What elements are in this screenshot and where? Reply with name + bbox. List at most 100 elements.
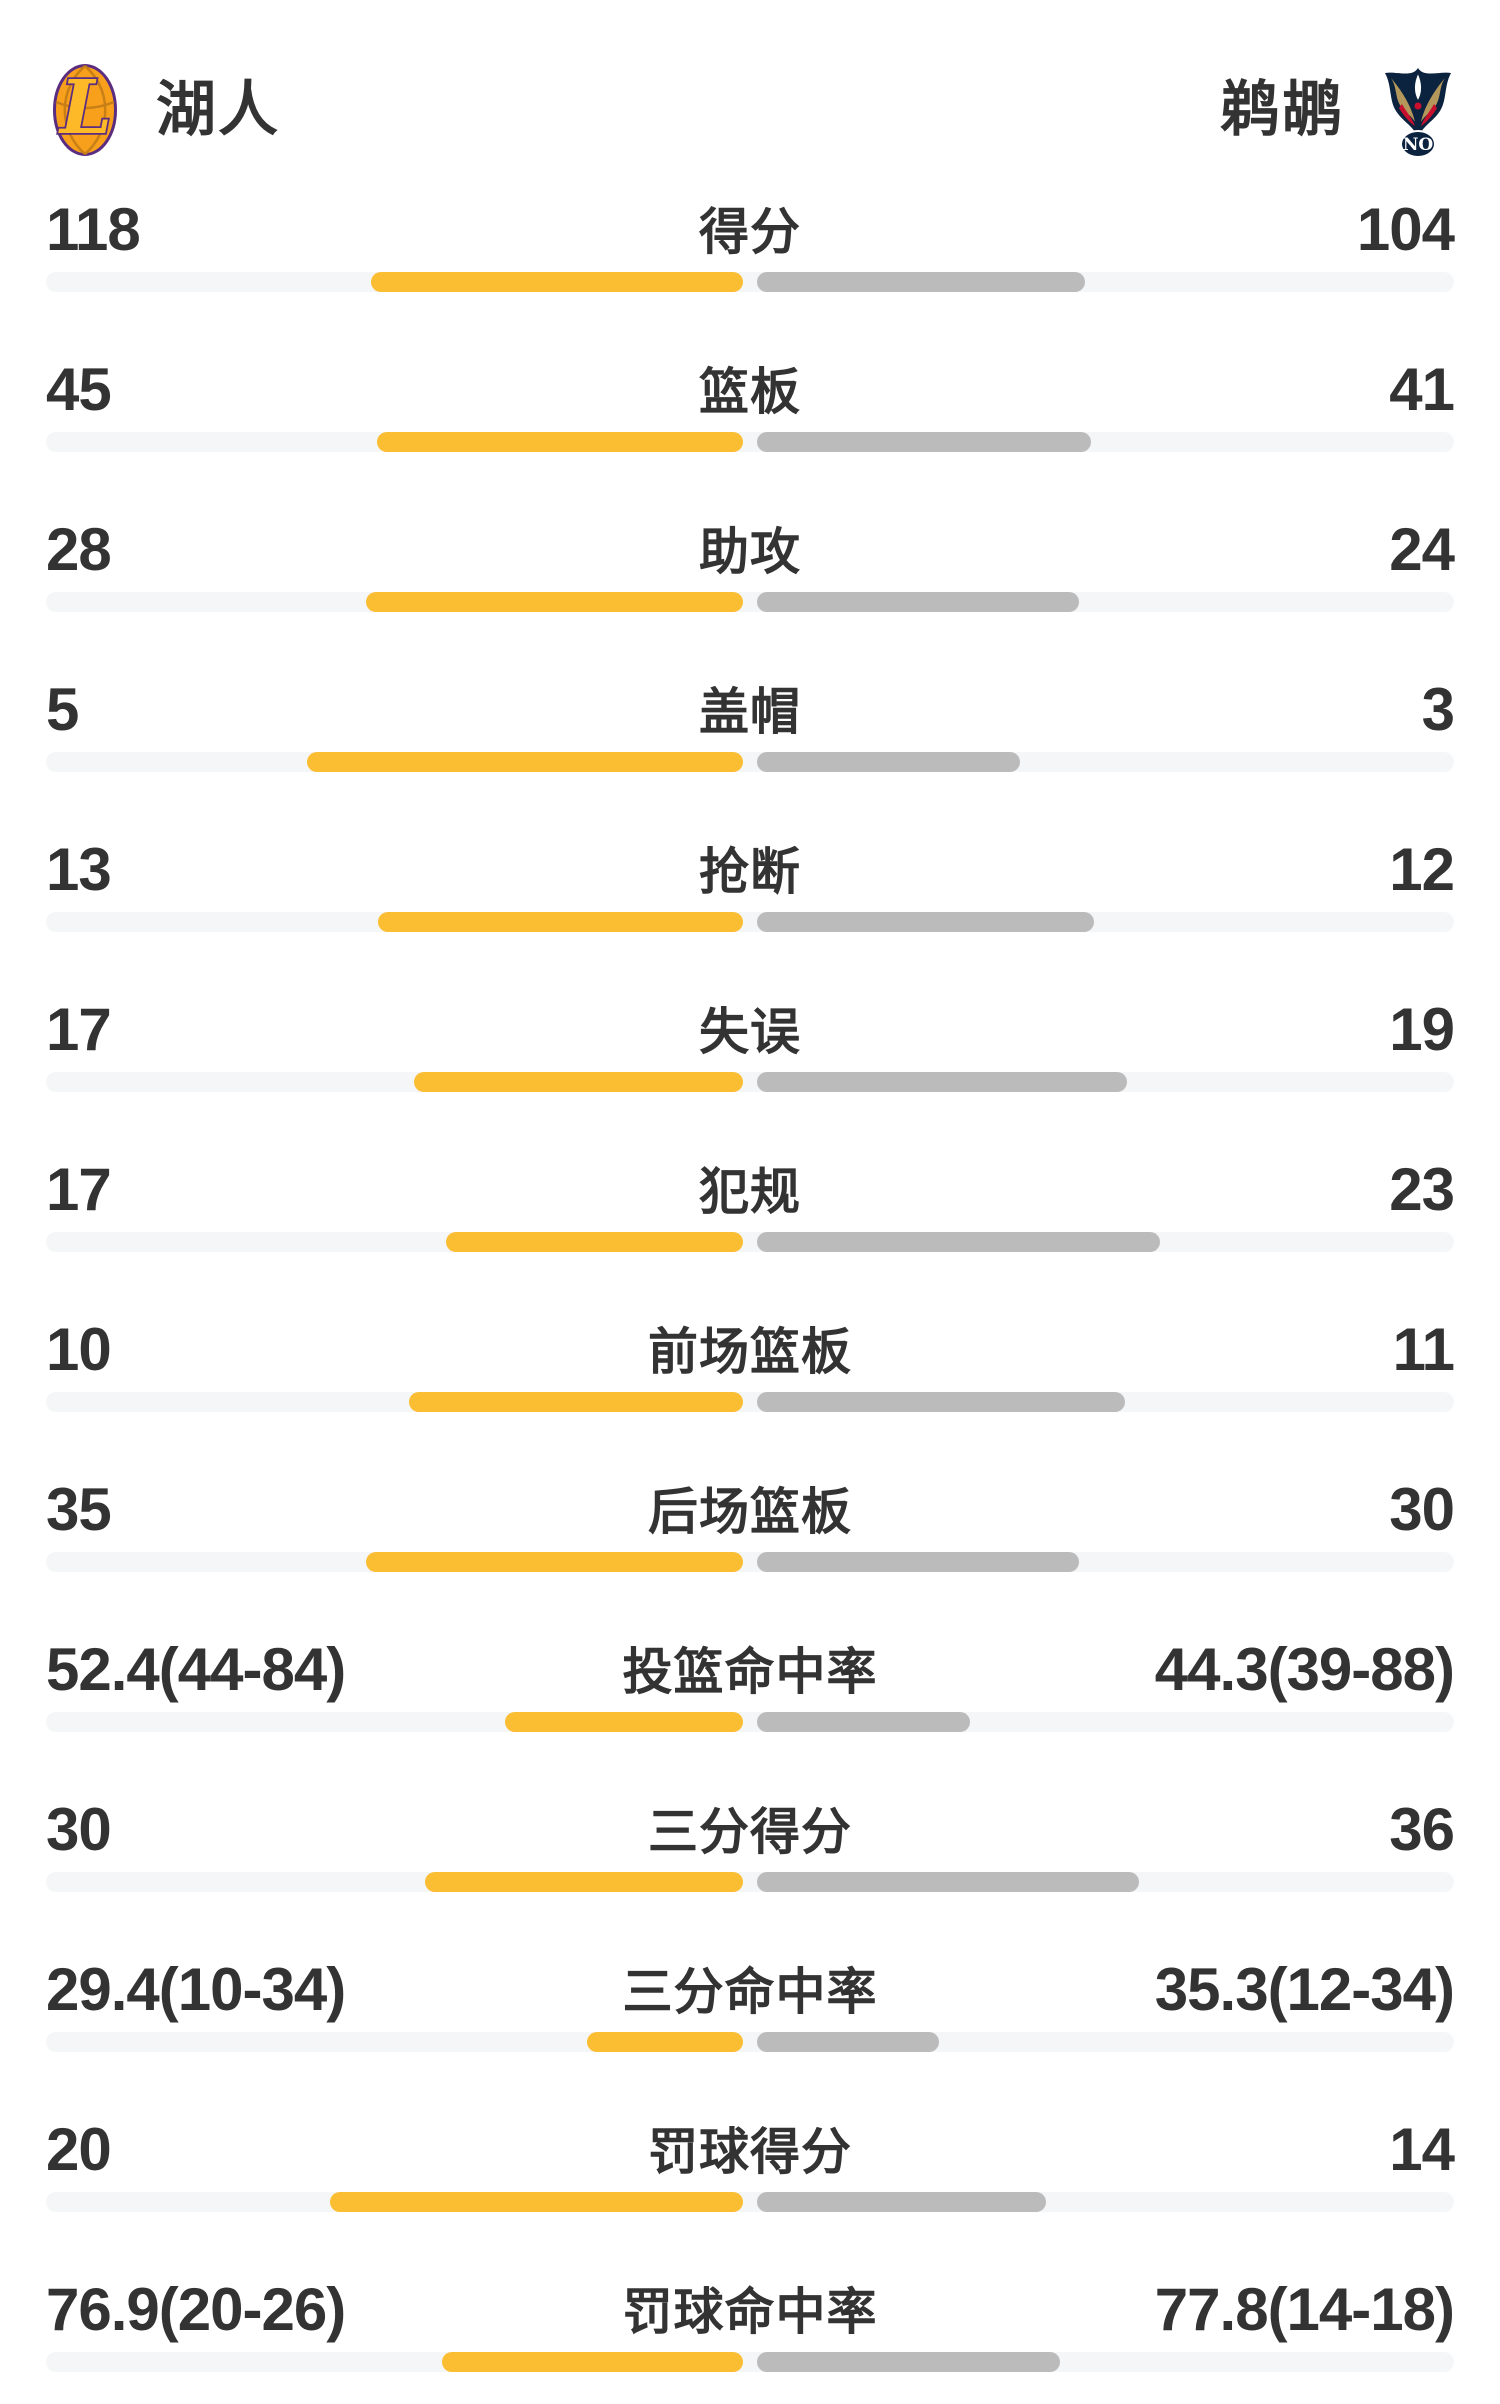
away-value: 24 [1389, 516, 1455, 583]
away-bar [757, 272, 1086, 292]
pelicans-logo[interactable]: NO [1382, 62, 1454, 158]
home-value: 28 [46, 516, 112, 583]
home-value: 30 [46, 1796, 112, 1863]
stat-row-text: 52.4(44-84) 投篮命中率 44.3(39-88) [46, 1636, 1455, 1703]
stat-row: 28 助攻 24 [0, 484, 1500, 644]
home-bar [306, 752, 743, 772]
away-bar [757, 1552, 1080, 1572]
away-value: 19 [1389, 996, 1455, 1063]
bar-track [46, 592, 1454, 612]
lakers-logo-letter: L [58, 65, 112, 151]
teams-header: L 湖人 鹈鹕 NO [0, 0, 1500, 164]
stat-row-text: 118 得分 104 [46, 196, 1455, 263]
stat-row-text: 35 后场篮板 30 [46, 1476, 1455, 1543]
home-value: 45 [46, 356, 112, 423]
home-value: 76.9(20-26) [46, 2276, 346, 2343]
stat-row: 35 后场篮板 30 [0, 1444, 1500, 1604]
bar-track [46, 432, 1454, 452]
home-bar [413, 1072, 743, 1092]
away-bar [757, 432, 1091, 452]
away-value: 11 [1392, 1316, 1455, 1383]
bar-track [46, 1392, 1454, 1412]
stat-row: 5 盖帽 3 [0, 644, 1500, 804]
bar-track [46, 1552, 1454, 1572]
bar-track [46, 2352, 1454, 2372]
stat-row-text: 5 盖帽 3 [46, 676, 1455, 743]
home-value: 17 [46, 1156, 112, 1223]
home-value: 20 [46, 2116, 112, 2183]
stat-row-text: 17 失误 19 [46, 996, 1455, 1063]
stat-label: 罚球得分 [648, 2124, 852, 2180]
away-team-name[interactable]: 鹈鹕 [1220, 76, 1344, 143]
bar-track [46, 2032, 1454, 2052]
away-bar [757, 2192, 1046, 2212]
bar-track [46, 1072, 1454, 1092]
stat-row-text: 17 犯规 23 [46, 1156, 1455, 1223]
home-value: 118 [46, 196, 141, 263]
stat-row: 17 犯规 23 [0, 1124, 1500, 1284]
away-value: 23 [1389, 1156, 1455, 1223]
bar-track [46, 1712, 1454, 1732]
away-bar [757, 1392, 1125, 1412]
away-value: 30 [1389, 1476, 1455, 1543]
away-bar [757, 1872, 1139, 1892]
stat-row-text: 30 三分得分 36 [46, 1796, 1455, 1863]
bar-track [46, 912, 1454, 932]
home-value: 52.4(44-84) [46, 1636, 346, 1703]
away-value: 104 [1356, 196, 1455, 263]
stat-row: 13 抢断 12 [0, 804, 1500, 964]
away-bar [757, 2352, 1060, 2372]
home-bar [441, 2352, 743, 2372]
home-team[interactable]: L 湖人 [52, 62, 280, 158]
home-value: 13 [46, 836, 112, 903]
home-bar [371, 272, 743, 292]
stat-label: 盖帽 [699, 684, 801, 740]
stat-row-text: 29.4(10-34) 三分命中率 35.3(12-34) [46, 1956, 1455, 2023]
home-bar [376, 432, 743, 452]
bar-track [46, 752, 1454, 772]
stat-row: 29.4(10-34) 三分命中率 35.3(12-34) [0, 1924, 1500, 2084]
stat-label: 后场篮板 [648, 1484, 852, 1540]
stat-label: 得分 [699, 204, 801, 260]
home-team-name[interactable]: 湖人 [156, 76, 280, 143]
lakers-logo[interactable]: L [52, 62, 118, 158]
stat-row-text: 10 前场篮板 11 [46, 1316, 1455, 1383]
stat-row: 76.9(20-26) 罚球命中率 77.8(14-18) [0, 2244, 1500, 2404]
home-value: 29.4(10-34) [46, 1956, 346, 2023]
stat-label: 抢断 [699, 844, 801, 900]
home-bar [586, 2032, 743, 2052]
stat-label: 投篮命中率 [622, 1644, 878, 1700]
stat-label: 三分命中率 [622, 1964, 878, 2020]
stat-row-text: 76.9(20-26) 罚球命中率 77.8(14-18) [46, 2276, 1455, 2343]
away-value: 35.3(12-34) [1154, 1956, 1455, 2023]
away-value: 3 [1421, 676, 1455, 743]
away-value: 12 [1389, 836, 1455, 903]
stat-row: 20 罚球得分 14 [0, 2084, 1500, 2244]
stat-label: 三分得分 [648, 1804, 852, 1860]
stat-label: 失误 [699, 1004, 801, 1060]
home-bar [445, 1232, 743, 1252]
home-bar [505, 1712, 743, 1732]
home-bar [409, 1392, 743, 1412]
bar-track [46, 1232, 1454, 1252]
stat-row-text: 45 篮板 41 [46, 356, 1455, 423]
away-bar [757, 1232, 1160, 1252]
stat-label: 前场篮板 [648, 1324, 852, 1380]
away-value: 41 [1389, 356, 1455, 423]
away-bar [757, 2032, 939, 2052]
away-bar [757, 1712, 970, 1732]
bar-track [46, 272, 1454, 292]
home-bar [424, 1872, 743, 1892]
away-team[interactable]: 鹈鹕 NO [1220, 62, 1454, 158]
pelicans-logo-badge: NO [1403, 135, 1434, 155]
home-value: 5 [46, 676, 79, 743]
home-bar [378, 912, 743, 932]
home-value: 10 [46, 1316, 112, 1383]
stat-label: 犯规 [699, 1164, 801, 1220]
stat-row-text: 13 抢断 12 [46, 836, 1455, 903]
home-bar [330, 2192, 743, 2212]
stat-label: 篮板 [699, 364, 801, 420]
stats-list: 118 得分 104 45 篮板 41 28 助攻 24 [0, 164, 1500, 2404]
away-bar [757, 912, 1094, 932]
away-value: 14 [1389, 2116, 1455, 2183]
